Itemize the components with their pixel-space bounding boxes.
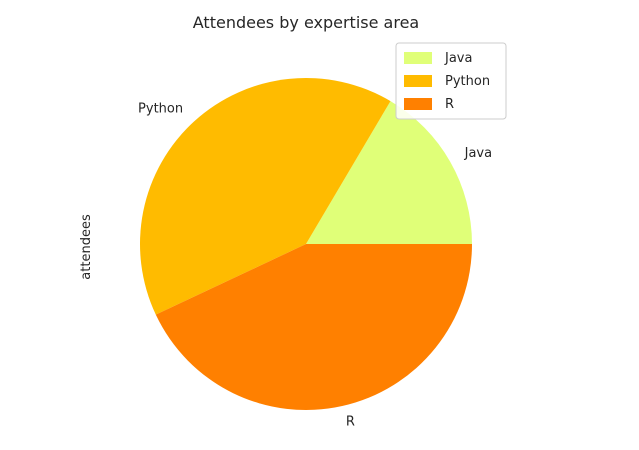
- pie-slices: [139, 78, 472, 410]
- legend-label-java: Java: [444, 51, 472, 66]
- pie-slice-java: [306, 101, 472, 244]
- chart-title: Attendees by expertise area: [193, 13, 419, 32]
- pie-slice-python: [139, 78, 391, 315]
- legend-label-r: R: [445, 97, 454, 112]
- y-axis-label: attendees: [79, 214, 94, 280]
- legend-label-python: Python: [445, 74, 490, 89]
- slice-label-java: Java: [464, 146, 492, 161]
- legend-swatch-r: [404, 98, 432, 110]
- legend: Java Python R: [395, 42, 507, 120]
- legend-swatch-java: [404, 52, 432, 64]
- slice-label-python: Python: [138, 101, 183, 116]
- legend-swatch-python: [404, 75, 432, 87]
- pie-slice-labels: Java Python R: [138, 101, 492, 429]
- pie-slice-r: [155, 244, 472, 410]
- slice-label-r: R: [346, 415, 355, 430]
